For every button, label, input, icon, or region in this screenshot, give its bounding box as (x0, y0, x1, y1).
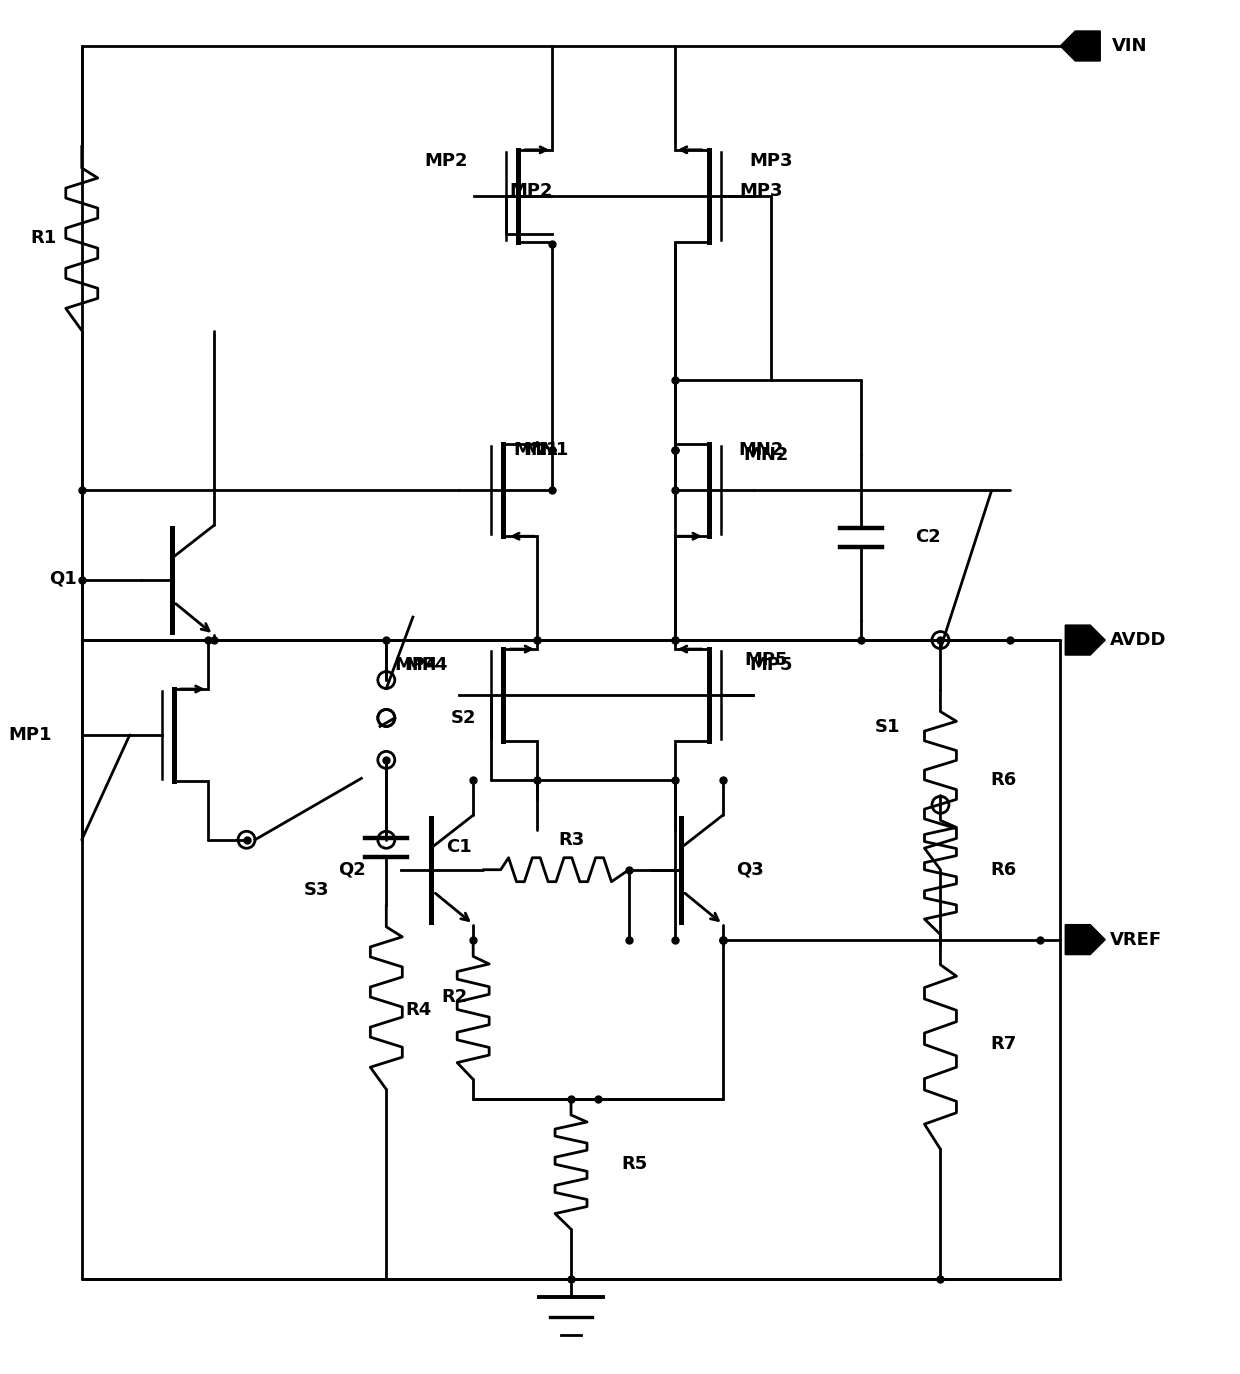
Text: MP4: MP4 (394, 655, 438, 675)
Text: S3: S3 (304, 881, 329, 899)
Text: MP2: MP2 (424, 151, 467, 170)
Text: MP3: MP3 (749, 151, 792, 170)
Text: MN1: MN1 (523, 441, 569, 459)
Text: S2: S2 (451, 709, 476, 727)
Text: MN1: MN1 (513, 441, 559, 459)
Text: MP1: MP1 (9, 725, 52, 743)
Text: S1: S1 (875, 719, 900, 736)
Text: Q2: Q2 (339, 860, 366, 879)
Text: MP2: MP2 (510, 181, 553, 199)
Text: MP5: MP5 (744, 651, 787, 669)
Polygon shape (1060, 32, 1100, 60)
Text: MN2: MN2 (743, 447, 789, 464)
Text: Q3: Q3 (735, 860, 764, 879)
Text: R4: R4 (405, 1000, 432, 1018)
Text: MP5: MP5 (749, 655, 792, 675)
Text: R1: R1 (31, 228, 57, 247)
Text: R5: R5 (621, 1156, 647, 1173)
Text: VREF: VREF (1110, 930, 1162, 948)
Text: R6: R6 (991, 771, 1017, 789)
Text: C1: C1 (446, 838, 472, 856)
Text: AVDD: AVDD (1110, 631, 1167, 649)
Text: MP3: MP3 (739, 181, 782, 199)
Text: R2: R2 (441, 988, 467, 1006)
Text: R7: R7 (991, 1036, 1017, 1054)
Polygon shape (1065, 925, 1105, 955)
Text: C2: C2 (915, 528, 941, 547)
Text: MP4: MP4 (404, 655, 448, 675)
Text: Q1: Q1 (50, 569, 77, 587)
Polygon shape (1065, 625, 1105, 655)
Text: MN2: MN2 (738, 441, 784, 459)
Text: R6: R6 (991, 860, 1017, 879)
Text: VIN: VIN (1112, 37, 1148, 55)
Text: R3: R3 (558, 831, 584, 849)
